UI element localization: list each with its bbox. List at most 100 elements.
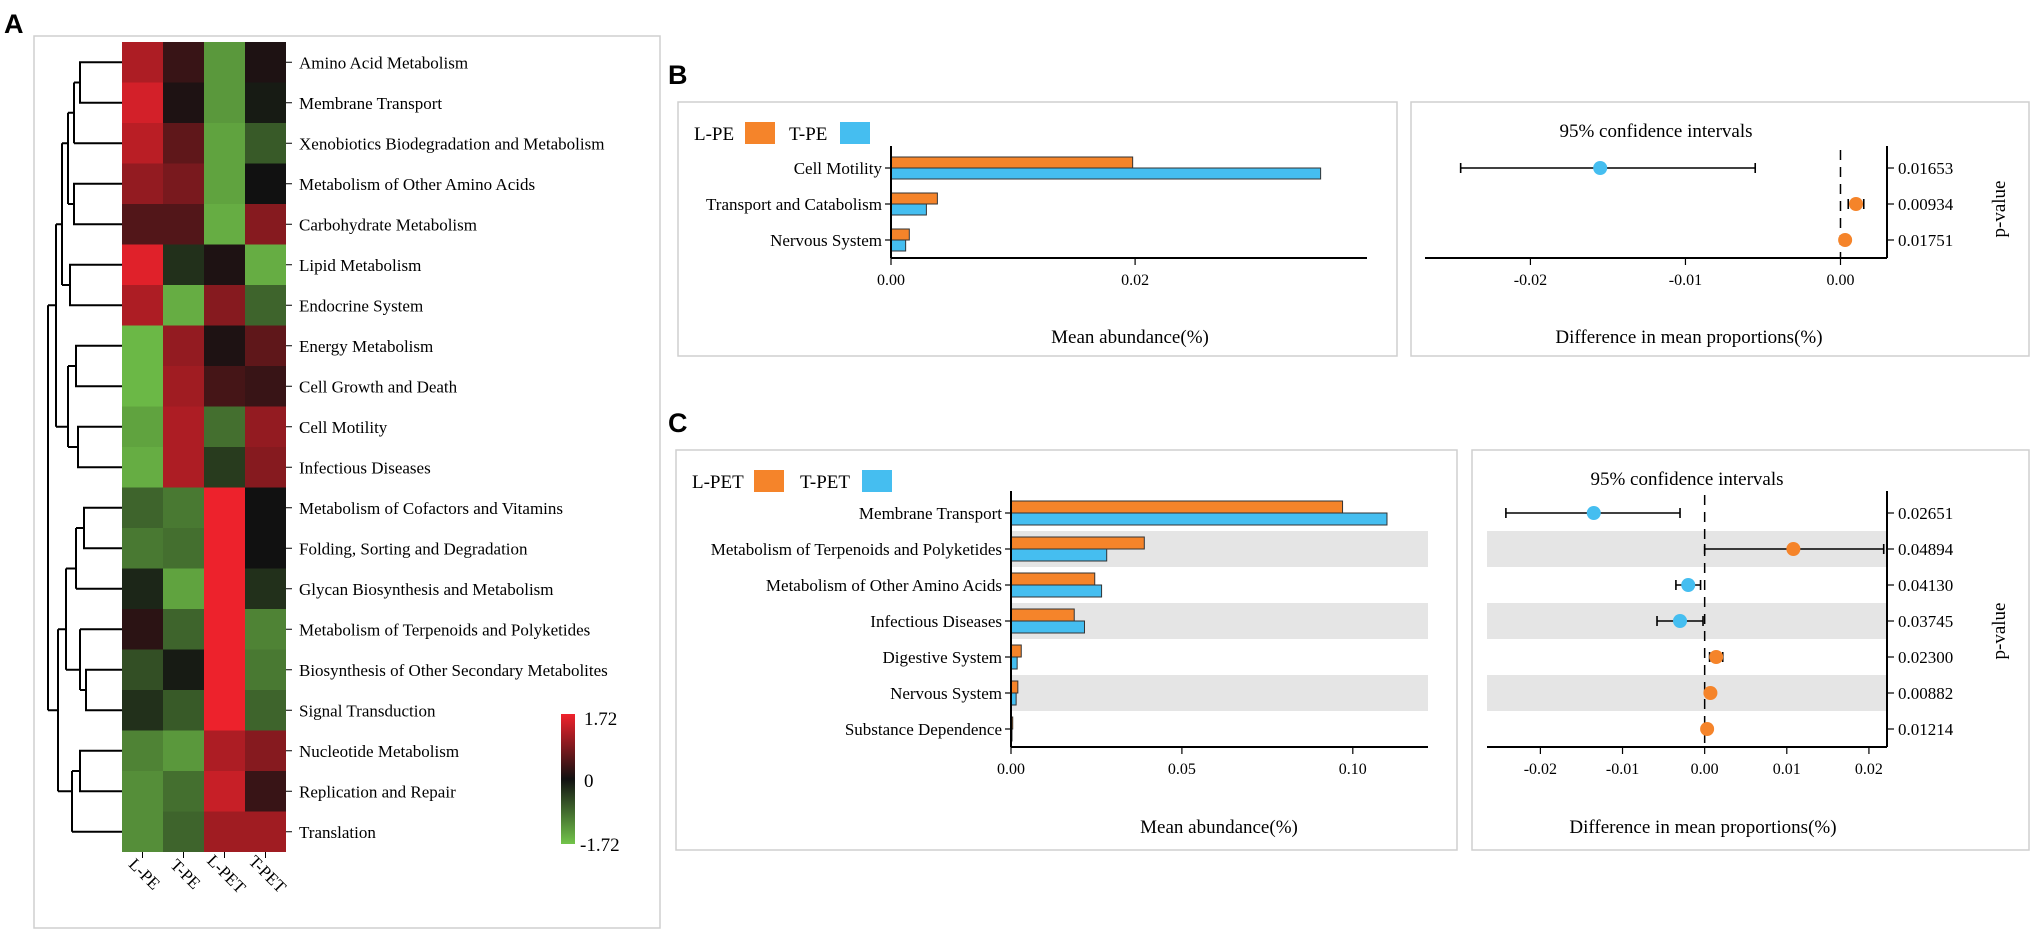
row-label: Nucleotide Metabolism xyxy=(299,742,459,761)
heatmap-cell xyxy=(163,609,204,650)
heatmap-cell xyxy=(163,730,204,771)
column-label: L-PET xyxy=(203,851,250,898)
panel-a-frame xyxy=(33,35,661,929)
heatmap-cell xyxy=(163,325,204,366)
column-label: L-PE xyxy=(125,855,164,894)
heatmap-cell xyxy=(122,447,163,488)
x-tick-label: 0.00 xyxy=(1691,761,1719,778)
heatmap-cell xyxy=(245,811,286,852)
heatmap-cell xyxy=(122,366,163,407)
heatmap-cell xyxy=(204,771,245,812)
dendrogram xyxy=(47,61,122,833)
ci-title: 95% confidence intervals xyxy=(1590,469,1783,490)
row-label: Biosynthesis of Other Secondary Metaboli… xyxy=(299,661,608,680)
heatmap-cell xyxy=(245,123,286,164)
row-label: Carbohydrate Metabolism xyxy=(299,215,477,234)
ci-point xyxy=(1709,650,1724,664)
ci-point xyxy=(1703,686,1718,700)
row-shade xyxy=(1011,675,1428,711)
x-axis-label: Mean abundance(%) xyxy=(1051,327,1209,348)
heatmap-cell xyxy=(163,528,204,569)
bar-t-pet xyxy=(1010,548,1108,562)
heatmap-cell xyxy=(122,649,163,690)
row-label: Infectious Diseases xyxy=(299,458,431,477)
heatmap-cell xyxy=(163,285,204,326)
x-tick-label: 0.00 xyxy=(1826,272,1854,289)
row-label: Xenobiotics Biodegradation and Metabolis… xyxy=(299,134,604,153)
colorbar-mid-label: 0 xyxy=(584,771,594,792)
heatmap-cell xyxy=(122,163,163,204)
heatmap-cell xyxy=(245,406,286,447)
heatmap-cell xyxy=(122,771,163,812)
panel-b-bar-chart: L-PE T-PE Cell Motility Transport and Catab… xyxy=(694,122,1367,348)
bar-t-pe xyxy=(890,203,927,216)
heatmap-cell xyxy=(122,244,163,285)
panel-b-ci-frame xyxy=(1410,101,2030,357)
heatmap-cell xyxy=(204,82,245,123)
heatmap-cell xyxy=(122,285,163,326)
row-label: Endocrine System xyxy=(299,296,423,315)
legend-label: L-PET xyxy=(692,472,744,493)
heatmap-cell xyxy=(122,82,163,123)
panel-c-ci-chart: 95% confidence intervals 0.02651 0.04894 0.… xyxy=(1487,469,2010,838)
heatmap-cell xyxy=(204,325,245,366)
heatmap-cell xyxy=(245,730,286,771)
p-value-label: 0.01653 xyxy=(1898,159,1953,178)
category-label: Nervous System xyxy=(890,684,1002,703)
panel-c-bar-frame xyxy=(675,449,1458,851)
ci-point xyxy=(1838,233,1853,247)
heatmap-cell xyxy=(163,42,204,83)
heatmap: Amino Acid Metabolism Membrane Transport X… xyxy=(47,42,620,898)
heatmap-cell xyxy=(122,811,163,852)
bar-t-pe xyxy=(890,167,1322,180)
heatmap-cell xyxy=(245,487,286,528)
heatmap-cell xyxy=(204,123,245,164)
heatmap-cell xyxy=(204,406,245,447)
heatmap-cell xyxy=(122,204,163,245)
heatmap-cell xyxy=(204,568,245,609)
x-tick-label: 0.05 xyxy=(1168,761,1196,778)
category-label: Metabolism of Terpenoids and Polyketides xyxy=(711,540,1002,559)
heatmap-cell xyxy=(122,325,163,366)
bar-t-pe xyxy=(890,239,907,252)
heatmap-cell xyxy=(163,82,204,123)
heatmap-cell xyxy=(245,771,286,812)
p-value-axis-label: p-value xyxy=(1989,603,2010,660)
ci-point xyxy=(1848,197,1863,211)
bar-l-pet xyxy=(1010,572,1096,586)
x-tick-label: -0.02 xyxy=(1524,761,1557,778)
heatmap-cell xyxy=(204,649,245,690)
bar-l-pet xyxy=(1010,644,1022,658)
heatmap-cell xyxy=(245,163,286,204)
heatmap-cell xyxy=(245,42,286,83)
heatmap-cell xyxy=(122,123,163,164)
x-tick-label: 0.00 xyxy=(997,761,1025,778)
ci-title: 95% confidence intervals xyxy=(1559,121,1752,142)
bar-l-pet xyxy=(1010,680,1019,694)
p-value-label: 0.02651 xyxy=(1898,504,1953,523)
heatmap-cell xyxy=(122,730,163,771)
heatmap-cell xyxy=(245,244,286,285)
column-label: T-PE xyxy=(167,855,205,893)
heatmap-cell xyxy=(163,568,204,609)
heatmap-cell xyxy=(245,366,286,407)
x-axis-label: Mean abundance(%) xyxy=(1140,817,1298,838)
heatmap-cell xyxy=(204,42,245,83)
row-label: Folding, Sorting and Degradation xyxy=(299,539,528,558)
bar-l-pet xyxy=(1010,500,1344,514)
panel-c-bar-chart: L-PET T-PET Membrane Transport Metabolism o… xyxy=(692,470,1428,838)
heatmap-cell xyxy=(163,690,204,731)
panel-label-b: B xyxy=(668,60,688,90)
heatmap-cell xyxy=(245,568,286,609)
heatmap-cell xyxy=(122,568,163,609)
ci-point xyxy=(1786,542,1801,556)
panel-c-ci-frame xyxy=(1471,449,2030,851)
heatmap-cell xyxy=(245,528,286,569)
x-tick-label: 0.01 xyxy=(1773,761,1801,778)
bar-l-pe xyxy=(890,156,1134,169)
x-tick-label: 0.10 xyxy=(1339,761,1367,778)
heatmap-cell xyxy=(204,244,245,285)
row-label: Cell Growth and Death xyxy=(299,377,458,396)
ci-point xyxy=(1593,161,1608,175)
heatmap-cell xyxy=(204,730,245,771)
